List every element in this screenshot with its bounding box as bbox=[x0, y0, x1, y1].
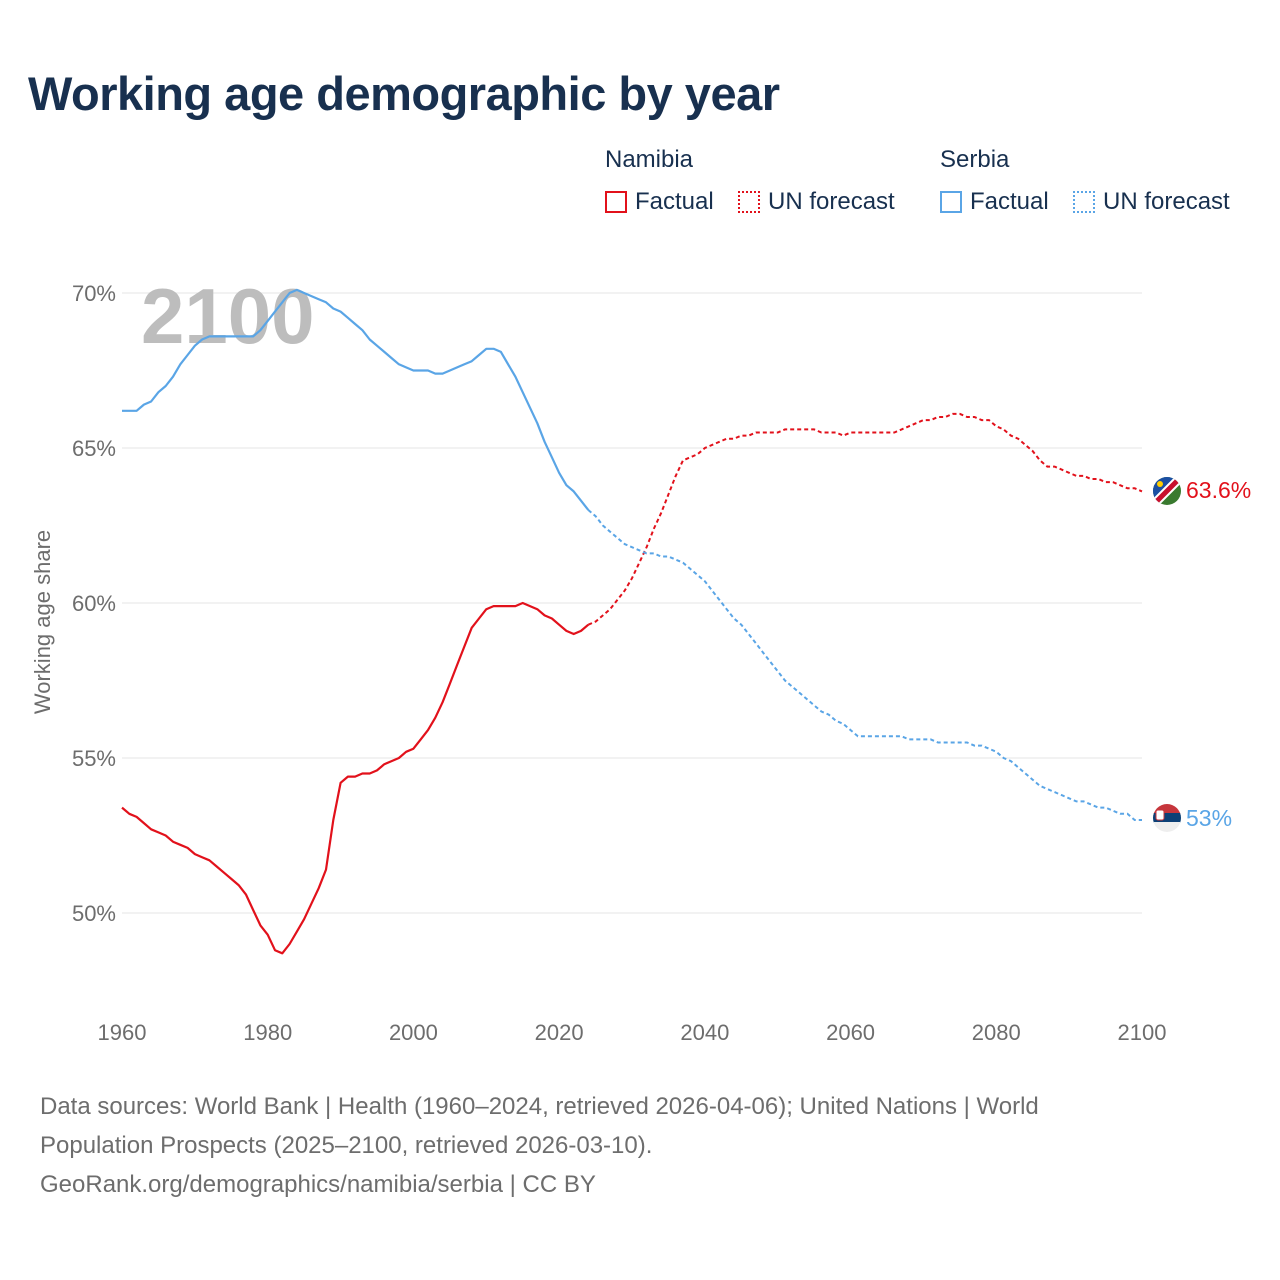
serbia-flag-icon bbox=[1153, 804, 1181, 832]
legend-namibia-factual[interactable]: Factual bbox=[605, 188, 714, 216]
source-line-3[interactable]: GeoRank.org/demographics/namibia/serbia … bbox=[40, 1171, 596, 1198]
namibia-forecast-line[interactable] bbox=[587, 412, 1143, 626]
legend-swatch-solid-icon bbox=[605, 191, 627, 213]
x-tick-label: 2080 bbox=[972, 1020, 1021, 1045]
legend-serbia-factual[interactable]: Factual bbox=[940, 188, 1049, 216]
line-chart: 50% 55% 60% 65% 70% 1960 1980 2000 2020 2040 2060 2… bbox=[72, 272, 1251, 1045]
legend-namibia-title: Namibia bbox=[605, 146, 694, 173]
legend-swatch-dotted-icon bbox=[738, 191, 760, 213]
y-tick-label: 50% bbox=[72, 901, 116, 926]
x-tick-label: 1980 bbox=[243, 1020, 292, 1045]
source-line-2: Population Prospects (2025–2100, retriev… bbox=[40, 1132, 653, 1159]
x-tick-label: 2060 bbox=[826, 1020, 875, 1045]
legend-serbia-forecast[interactable]: UN forecast bbox=[1073, 188, 1230, 216]
x-tick-label: 2040 bbox=[680, 1020, 729, 1045]
x-tick-label: 2000 bbox=[389, 1020, 438, 1045]
chart-title: Working age demographic by year bbox=[28, 67, 780, 120]
legend-label: Factual bbox=[970, 188, 1049, 215]
x-tick-label: 1960 bbox=[98, 1020, 147, 1045]
legend-namibia-forecast[interactable]: UN forecast bbox=[738, 188, 895, 216]
y-tick-label: 60% bbox=[72, 591, 116, 616]
namibia-factual-line[interactable] bbox=[121, 601, 590, 955]
legend-serbia-title: Serbia bbox=[940, 146, 1010, 173]
serbia-factual-line[interactable] bbox=[122, 288, 590, 511]
x-tick-label: 2100 bbox=[1118, 1020, 1167, 1045]
legend-label: UN forecast bbox=[768, 188, 895, 215]
end-label-namibia: 63.6% bbox=[1186, 477, 1251, 503]
year-watermark: 2100 bbox=[141, 272, 315, 360]
serbia-forecast-line[interactable] bbox=[587, 509, 1142, 821]
legend-label: Factual bbox=[635, 188, 714, 215]
y-tick-label: 70% bbox=[72, 281, 116, 306]
namibia-flag-icon bbox=[1153, 477, 1181, 505]
y-tick-label: 55% bbox=[72, 746, 116, 771]
legend-swatch-dotted-icon bbox=[1073, 191, 1095, 213]
x-tick-label: 2020 bbox=[535, 1020, 584, 1045]
y-tick-label: 65% bbox=[72, 436, 116, 461]
source-line-1: Data sources: World Bank | Health (1960–… bbox=[40, 1093, 1039, 1120]
legend-label: UN forecast bbox=[1103, 188, 1230, 215]
legend-swatch-solid-icon bbox=[940, 191, 962, 213]
source-note: Data sources: World Bank | Health (1960–… bbox=[40, 1087, 1220, 1204]
end-label-serbia: 53% bbox=[1186, 805, 1232, 831]
